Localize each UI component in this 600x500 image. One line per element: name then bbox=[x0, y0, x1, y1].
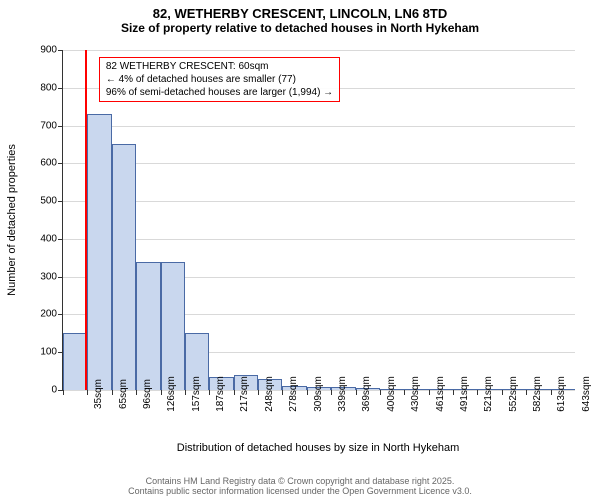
ytick-mark bbox=[58, 163, 63, 164]
ytick-label: 400 bbox=[40, 233, 57, 244]
marker-info-box: 82 WETHERBY CRESCENT: 60sqm← 4% of detac… bbox=[99, 57, 340, 102]
ytick-mark bbox=[58, 314, 63, 315]
ytick-label: 300 bbox=[40, 271, 57, 282]
xtick-mark bbox=[429, 390, 430, 395]
xtick-mark bbox=[526, 390, 527, 395]
footnote: Contains HM Land Registry data © Crown c… bbox=[0, 476, 600, 496]
xtick-mark bbox=[234, 390, 235, 395]
ytick-mark bbox=[58, 277, 63, 278]
histogram-bar bbox=[161, 262, 185, 390]
xtick-mark bbox=[161, 390, 162, 395]
xtick-mark bbox=[404, 390, 405, 395]
xtick-mark bbox=[282, 390, 283, 395]
xtick-mark bbox=[356, 390, 357, 395]
gridline bbox=[63, 50, 575, 51]
xtick-mark bbox=[502, 390, 503, 395]
ytick-label: 800 bbox=[40, 82, 57, 93]
x-axis-label: Distribution of detached houses by size … bbox=[177, 442, 459, 454]
xtick-mark bbox=[258, 390, 259, 395]
marker-line bbox=[85, 50, 87, 390]
footnote-line1: Contains HM Land Registry data © Crown c… bbox=[0, 476, 600, 486]
xtick-label: 643sqm bbox=[563, 376, 592, 412]
ytick-label: 500 bbox=[40, 196, 57, 207]
xtick-mark bbox=[63, 390, 64, 395]
ytick-label: 200 bbox=[40, 309, 57, 320]
ytick-mark bbox=[58, 239, 63, 240]
footnote-line2: Contains public sector information licen… bbox=[0, 486, 600, 496]
gridline bbox=[63, 201, 575, 202]
xtick-mark bbox=[87, 390, 88, 395]
histogram-bar bbox=[112, 144, 136, 390]
chart-subtitle: Size of property relative to detached ho… bbox=[0, 21, 600, 35]
chart-container: 82, WETHERBY CRESCENT, LINCOLN, LN6 8TD … bbox=[0, 0, 600, 500]
xtick-mark bbox=[136, 390, 137, 395]
xtick-mark bbox=[551, 390, 552, 395]
ytick-mark bbox=[58, 50, 63, 51]
ytick-label: 100 bbox=[40, 347, 57, 358]
ytick-mark bbox=[58, 126, 63, 127]
gridline bbox=[63, 163, 575, 164]
marker-info-line: ← 4% of detached houses are smaller (77) bbox=[106, 73, 333, 86]
xtick-mark bbox=[331, 390, 332, 395]
marker-info-line: 82 WETHERBY CRESCENT: 60sqm bbox=[106, 60, 333, 73]
xtick-mark bbox=[477, 390, 478, 395]
gridline bbox=[63, 239, 575, 240]
xtick-mark bbox=[307, 390, 308, 395]
xtick-mark bbox=[185, 390, 186, 395]
xtick-mark bbox=[209, 390, 210, 395]
ytick-label: 600 bbox=[40, 158, 57, 169]
plot-area: 010020030040050060070080090035sqm65sqm96… bbox=[62, 50, 575, 391]
ytick-mark bbox=[58, 88, 63, 89]
ytick-mark bbox=[58, 201, 63, 202]
xtick-mark bbox=[453, 390, 454, 395]
histogram-bar bbox=[136, 262, 160, 390]
ytick-label: 0 bbox=[51, 385, 57, 396]
chart-title: 82, WETHERBY CRESCENT, LINCOLN, LN6 8TD bbox=[0, 0, 600, 21]
marker-info-line: 96% of semi-detached houses are larger (… bbox=[106, 86, 333, 99]
histogram-bar bbox=[87, 114, 111, 390]
ytick-label: 700 bbox=[40, 120, 57, 131]
xtick-mark bbox=[380, 390, 381, 395]
gridline bbox=[63, 126, 575, 127]
xtick-mark bbox=[112, 390, 113, 395]
ytick-label: 900 bbox=[40, 45, 57, 56]
y-axis-label: Number of detached properties bbox=[6, 144, 18, 296]
